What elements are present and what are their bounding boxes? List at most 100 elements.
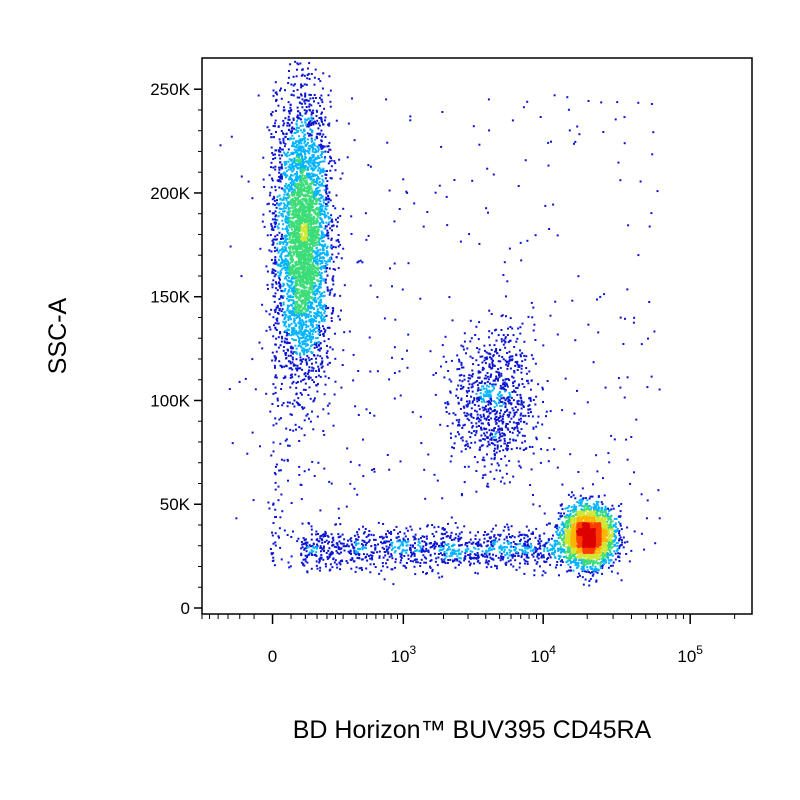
- event-dot: [272, 383, 275, 386]
- event-dot: [449, 536, 452, 539]
- event-dot: [371, 556, 373, 559]
- event-dot: [454, 522, 457, 524]
- event-dot: [457, 540, 460, 543]
- event-dot: [321, 101, 324, 104]
- event-dot: [492, 435, 495, 438]
- event-dot: [303, 434, 306, 437]
- event-dot: [276, 289, 279, 292]
- event-dot: [298, 319, 301, 322]
- event-dot: [508, 350, 511, 353]
- event-dot: [274, 532, 277, 535]
- event-dot: [453, 544, 456, 546]
- event-dot: [414, 533, 417, 536]
- event-dot: [575, 559, 578, 562]
- event-dot: [476, 397, 479, 400]
- event-dot: [411, 553, 413, 556]
- event-dot: [462, 405, 465, 408]
- event-dot: [326, 363, 329, 366]
- event-dot: [316, 110, 318, 113]
- event-dot: [283, 459, 286, 462]
- event-dot: [500, 409, 502, 412]
- event-dot: [633, 316, 636, 319]
- event-dot: [312, 287, 315, 290]
- event-dot: [523, 385, 526, 388]
- event-dot: [295, 174, 298, 177]
- event-dot: [614, 558, 617, 561]
- event-dot: [280, 202, 283, 205]
- event-dot: [322, 151, 325, 154]
- event-dot: [355, 553, 358, 556]
- event-dot: [346, 561, 349, 564]
- event-dot: [310, 104, 313, 107]
- event-dot: [319, 244, 322, 246]
- event-dot: [371, 558, 374, 561]
- event-dot: [591, 564, 594, 567]
- event-dot: [323, 310, 326, 313]
- event-dot: [527, 404, 530, 407]
- event-dot: [451, 549, 454, 552]
- event-dot: [301, 114, 304, 117]
- event-dot: [421, 535, 424, 538]
- event-dot: [440, 549, 443, 551]
- event-dot: [607, 512, 610, 515]
- event-dot: [468, 389, 470, 392]
- event-dot: [229, 245, 232, 248]
- event-dot: [500, 557, 503, 560]
- event-dot: [587, 323, 590, 326]
- event-dot: [489, 407, 492, 410]
- event-dot: [561, 527, 564, 530]
- event-dot: [494, 537, 497, 540]
- event-dot: [517, 366, 520, 368]
- event-dot: [480, 434, 483, 437]
- event-dot: [287, 253, 290, 256]
- event-dot: [268, 249, 271, 252]
- event-dot: [310, 113, 313, 116]
- event-dot: [324, 207, 327, 210]
- event-dot: [286, 341, 289, 344]
- event-dot: [500, 405, 503, 408]
- event-dot: [399, 531, 402, 533]
- event-dot: [313, 76, 316, 79]
- event-dot: [482, 534, 485, 536]
- event-dot: [456, 526, 459, 529]
- event-dot: [405, 527, 408, 530]
- event-dot: [282, 248, 285, 251]
- event-dot: [285, 438, 288, 441]
- event-dot: [324, 243, 327, 246]
- event-dot: [498, 376, 501, 379]
- event-dot: [486, 380, 489, 383]
- event-dot: [508, 360, 511, 363]
- event-dot: [493, 344, 496, 347]
- event-dot: [589, 565, 592, 568]
- event-dot: [520, 399, 523, 402]
- event-dot: [432, 544, 435, 547]
- event-dot: [274, 544, 277, 547]
- event-dot: [345, 505, 348, 508]
- event-dot: [319, 214, 322, 217]
- event-dot: [282, 196, 285, 199]
- event-dot: [487, 211, 489, 214]
- event-dot: [309, 311, 312, 314]
- event-dot: [313, 399, 316, 402]
- event-dot: [469, 562, 472, 565]
- event-dot: [571, 561, 574, 563]
- event-dot: [572, 569, 575, 572]
- event-dot: [323, 320, 326, 323]
- event-dot: [462, 348, 465, 351]
- plot-frame: [201, 57, 753, 615]
- event-dot: [478, 418, 481, 421]
- event-dot: [285, 220, 288, 223]
- event-dot: [516, 363, 519, 366]
- event-dot: [482, 409, 485, 412]
- event-dot: [325, 552, 328, 554]
- event-dot: [414, 550, 417, 553]
- event-dot: [345, 560, 348, 562]
- event-dot: [458, 548, 461, 551]
- event-dot: [491, 332, 493, 335]
- event-dot: [507, 399, 510, 402]
- event-dot: [524, 546, 527, 549]
- event-dot: [556, 333, 559, 336]
- event-dot: [440, 532, 443, 535]
- event-dot: [415, 558, 418, 561]
- event-dot: [302, 562, 305, 565]
